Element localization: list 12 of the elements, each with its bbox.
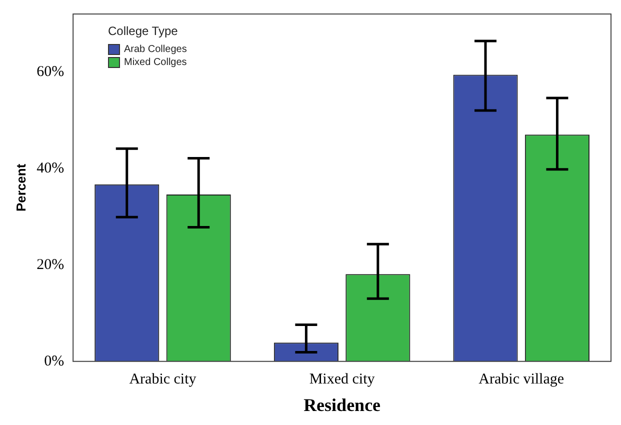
legend-title: College Type bbox=[108, 24, 179, 38]
legend-label: Arab Colleges bbox=[124, 44, 187, 55]
x-tick-label: Mixed city bbox=[309, 371, 376, 388]
y-axis-title: Percent bbox=[13, 163, 28, 212]
y-tick-label: 40% bbox=[36, 160, 64, 176]
y-tick-label: 60% bbox=[36, 64, 64, 80]
x-tick-label: Arabic city bbox=[129, 371, 197, 388]
y-tick-label: 20% bbox=[36, 256, 64, 273]
legend-label: Mixed Collges bbox=[124, 57, 187, 68]
x-axis-title: Residence bbox=[304, 394, 381, 415]
x-tick-label: Arabic village bbox=[478, 371, 564, 388]
y-tick-label: 0% bbox=[44, 353, 64, 370]
